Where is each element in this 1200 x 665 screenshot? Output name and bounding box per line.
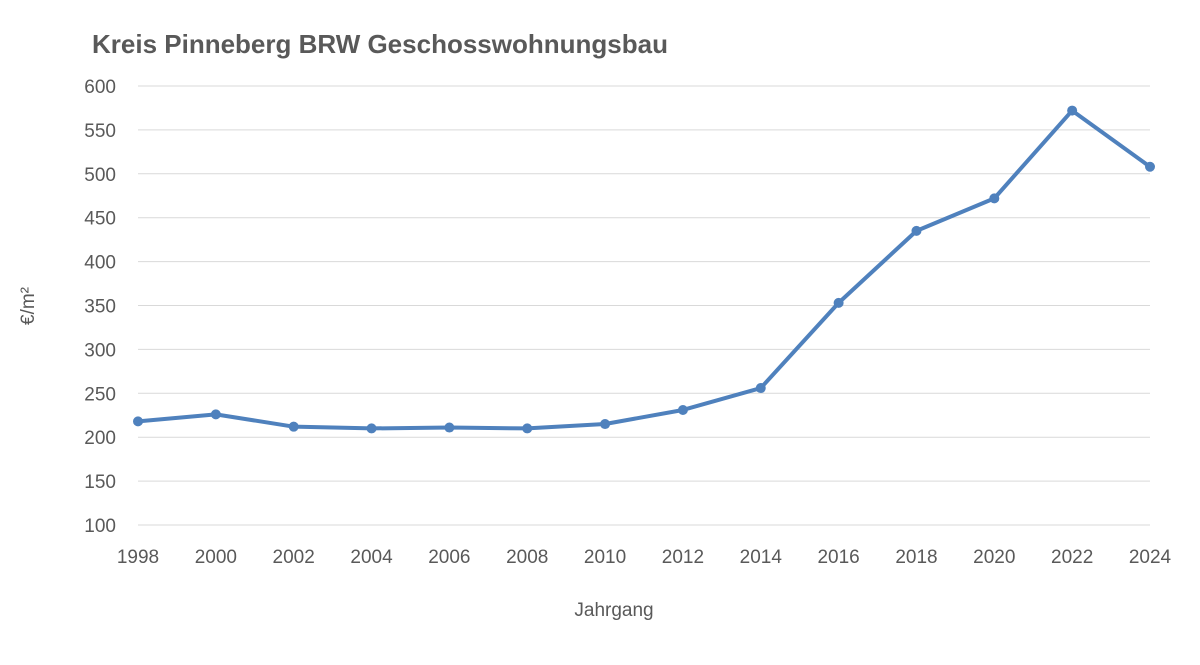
y-tick-label: 350 [84,297,116,318]
y-tick-label: 150 [84,472,116,493]
x-tick-label: 2004 [350,547,393,568]
x-tick-label: 2002 [273,547,315,568]
y-tick-label: 100 [84,516,116,537]
x-tick-label: 2022 [1051,547,1093,568]
y-axis-ticks: 100 150 200 250 300 350 400 450 500 550 600 [84,77,116,537]
y-tick-label: 550 [84,121,116,142]
x-tick-label: 2006 [428,547,470,568]
x-axis-label: Jahrgang [574,600,653,621]
gridlines [138,85,1150,526]
series-layer [133,105,1155,434]
x-tick-label: 2008 [506,547,548,568]
y-tick-label: 200 [84,428,116,449]
x-tick-label: 1998 [117,547,159,568]
y-tick-label: 450 [84,209,116,230]
series-line [136,108,1152,431]
y-tick-label: 400 [84,253,116,274]
data-point [366,423,377,434]
data-point [444,422,455,433]
data-point [133,416,143,427]
x-tick-label: 2020 [973,547,1015,568]
data-point [1067,105,1078,116]
y-axis-label: €/m² [18,287,39,325]
x-tick-label: 2014 [740,547,783,568]
data-point [210,409,221,420]
chart-title: Kreis Pinneberg BRW Geschosswohnungsbau [92,29,668,59]
x-tick-label: 2016 [817,547,859,568]
data-point [911,225,922,236]
data-point [288,421,299,432]
y-tick-label: 600 [84,77,116,98]
data-point [522,423,533,434]
y-tick-label: 300 [84,340,116,361]
x-axis-ticks: 1998 2000 2002 2004 2006 2008 2010 2012 2014 2016… [117,547,1172,568]
data-point [755,383,766,394]
data-point [989,193,1000,204]
data-point [833,297,844,308]
x-tick-label: 2010 [584,547,626,568]
data-point [677,404,688,415]
y-tick-label: 500 [84,165,116,186]
x-tick-label: 2024 [1129,547,1172,568]
x-tick-label: 2012 [662,547,704,568]
y-tick-label: 250 [84,384,116,405]
data-point [1145,161,1155,172]
data-point [600,419,611,430]
x-tick-label: 2018 [895,547,937,568]
x-tick-label: 2000 [195,547,237,568]
